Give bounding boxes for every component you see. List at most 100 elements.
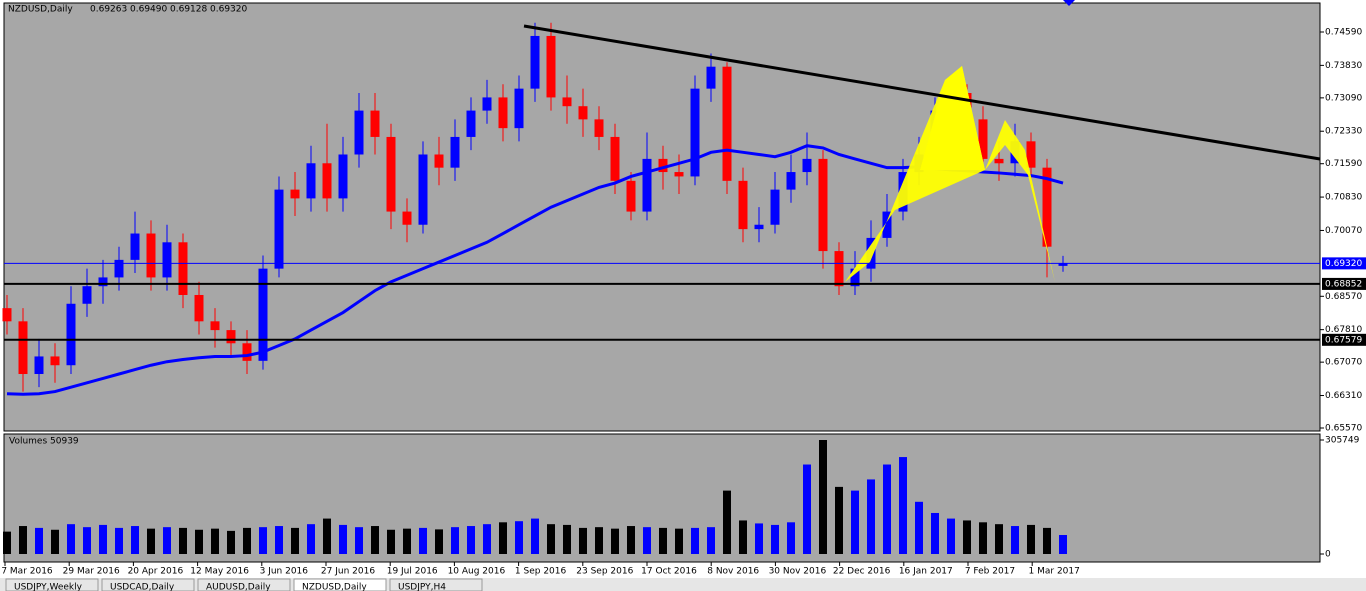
volume-bar (195, 529, 203, 554)
candle-body (498, 97, 508, 129)
volume-bar (995, 524, 1003, 554)
volume-bar (227, 530, 235, 554)
candle-body (738, 180, 748, 230)
volume-bar (259, 527, 267, 554)
candle-body (1026, 141, 1036, 168)
x-tick-label: 12 May 2016 (190, 567, 249, 577)
x-tick-label: 7 Mar 2016 (1, 567, 53, 577)
volume-bar (35, 527, 43, 554)
candle-body (146, 233, 156, 278)
candle-body (594, 119, 604, 137)
moving-average (6, 144, 1064, 396)
tab-label[interactable]: USDJPY,Weekly (14, 583, 83, 591)
y-tick-label: 0.67070 (1325, 358, 1362, 368)
volume-bar (675, 528, 683, 554)
candle-body (994, 158, 1004, 164)
candle-body (706, 66, 716, 89)
volume-bar (99, 524, 107, 554)
level-label: 0.68852 (1325, 279, 1362, 289)
volume-bar (3, 531, 11, 554)
y-tick-label: 0.73830 (1325, 61, 1362, 71)
candle-body (1058, 263, 1068, 266)
candle-body (882, 211, 892, 238)
volume-bar (915, 501, 923, 554)
volume-bar (691, 527, 699, 554)
candle-body (546, 35, 556, 98)
x-tick-label: 22 Dec 2016 (833, 567, 891, 577)
header-value: 0.69320 (210, 5, 247, 15)
pattern (920, 66, 985, 170)
y-tick-label: 0.68570 (1325, 292, 1362, 302)
volume-bar (147, 528, 155, 554)
volume-bar (1043, 527, 1051, 554)
volume-bar (547, 524, 555, 554)
x-tick-label: 3 Jun 2016 (260, 567, 309, 577)
candle-body (418, 154, 428, 225)
candle-body (626, 180, 636, 212)
volume-bar (563, 524, 571, 554)
tab[interactable] (5, 578, 99, 591)
x-tick-label: 17 Oct 2016 (641, 567, 697, 577)
volume-bar (771, 524, 779, 554)
tab[interactable] (293, 578, 387, 591)
volume-bar (1059, 535, 1067, 554)
tab[interactable] (389, 578, 483, 591)
level-label-box (1322, 277, 1366, 290)
candle-body (434, 154, 444, 168)
candle-body (258, 268, 268, 361)
candle-body (690, 88, 700, 177)
volume-bar (67, 524, 75, 554)
volume-bar (19, 526, 27, 554)
candle-body (1042, 167, 1052, 247)
x-tick-label: 20 Apr 2016 (128, 567, 184, 577)
candle-body (386, 136, 396, 212)
candle-body (850, 268, 860, 287)
tab[interactable] (101, 578, 195, 591)
x-tick-label: 23 Sep 2016 (576, 567, 633, 577)
y-tick-label: 0.65570 (1325, 424, 1362, 434)
header-value: 0.69128 (170, 5, 207, 15)
candle-body (978, 119, 988, 159)
x-tick-label: 16 Jan 2017 (899, 567, 953, 577)
candle-body (50, 356, 60, 366)
candle-body (162, 242, 172, 278)
volume-bar (451, 527, 459, 554)
candle-body (722, 66, 732, 181)
header-value: 0.69490 (130, 5, 167, 15)
x-tick-label: 27 Jun 2016 (321, 567, 375, 577)
volume-bar (867, 479, 875, 554)
tab-label[interactable]: USDCAD,Daily (110, 583, 175, 591)
volume-bar (243, 527, 251, 554)
volume-bar (851, 490, 859, 554)
volume-bar (659, 527, 667, 554)
volume-bar (115, 527, 123, 554)
volume-bar (803, 464, 811, 554)
candle-body (66, 303, 76, 366)
volume-bar (819, 440, 827, 554)
volume-bar (883, 464, 891, 554)
volume-bar (723, 490, 731, 554)
volume-bar (979, 522, 987, 554)
candle-body (354, 110, 364, 155)
candle-body (786, 172, 796, 190)
volume-bar (947, 518, 955, 554)
candle-body (306, 163, 316, 199)
candle-body (210, 321, 220, 331)
tab[interactable] (197, 578, 291, 591)
candle-body (770, 189, 780, 225)
volume-tick-label: 0 (1325, 550, 1331, 560)
chart-title: NZDUSD,Daily (8, 5, 73, 15)
volume-bar (131, 526, 139, 554)
tab-label[interactable]: USDJPY,H4 (398, 583, 446, 591)
candle-body (178, 242, 188, 295)
tab-label[interactable]: AUDUSD,Daily (206, 583, 271, 591)
volume-bar (51, 529, 59, 554)
volume-bar (1027, 524, 1035, 554)
volume-bar (707, 527, 715, 554)
tab-label[interactable]: NZDUSD,Daily (302, 583, 367, 591)
candle-body (562, 97, 572, 107)
candle-body (610, 136, 620, 181)
candle-body (82, 286, 92, 304)
y-tick-label: 0.73090 (1325, 93, 1362, 103)
marker (1063, 0, 1075, 6)
